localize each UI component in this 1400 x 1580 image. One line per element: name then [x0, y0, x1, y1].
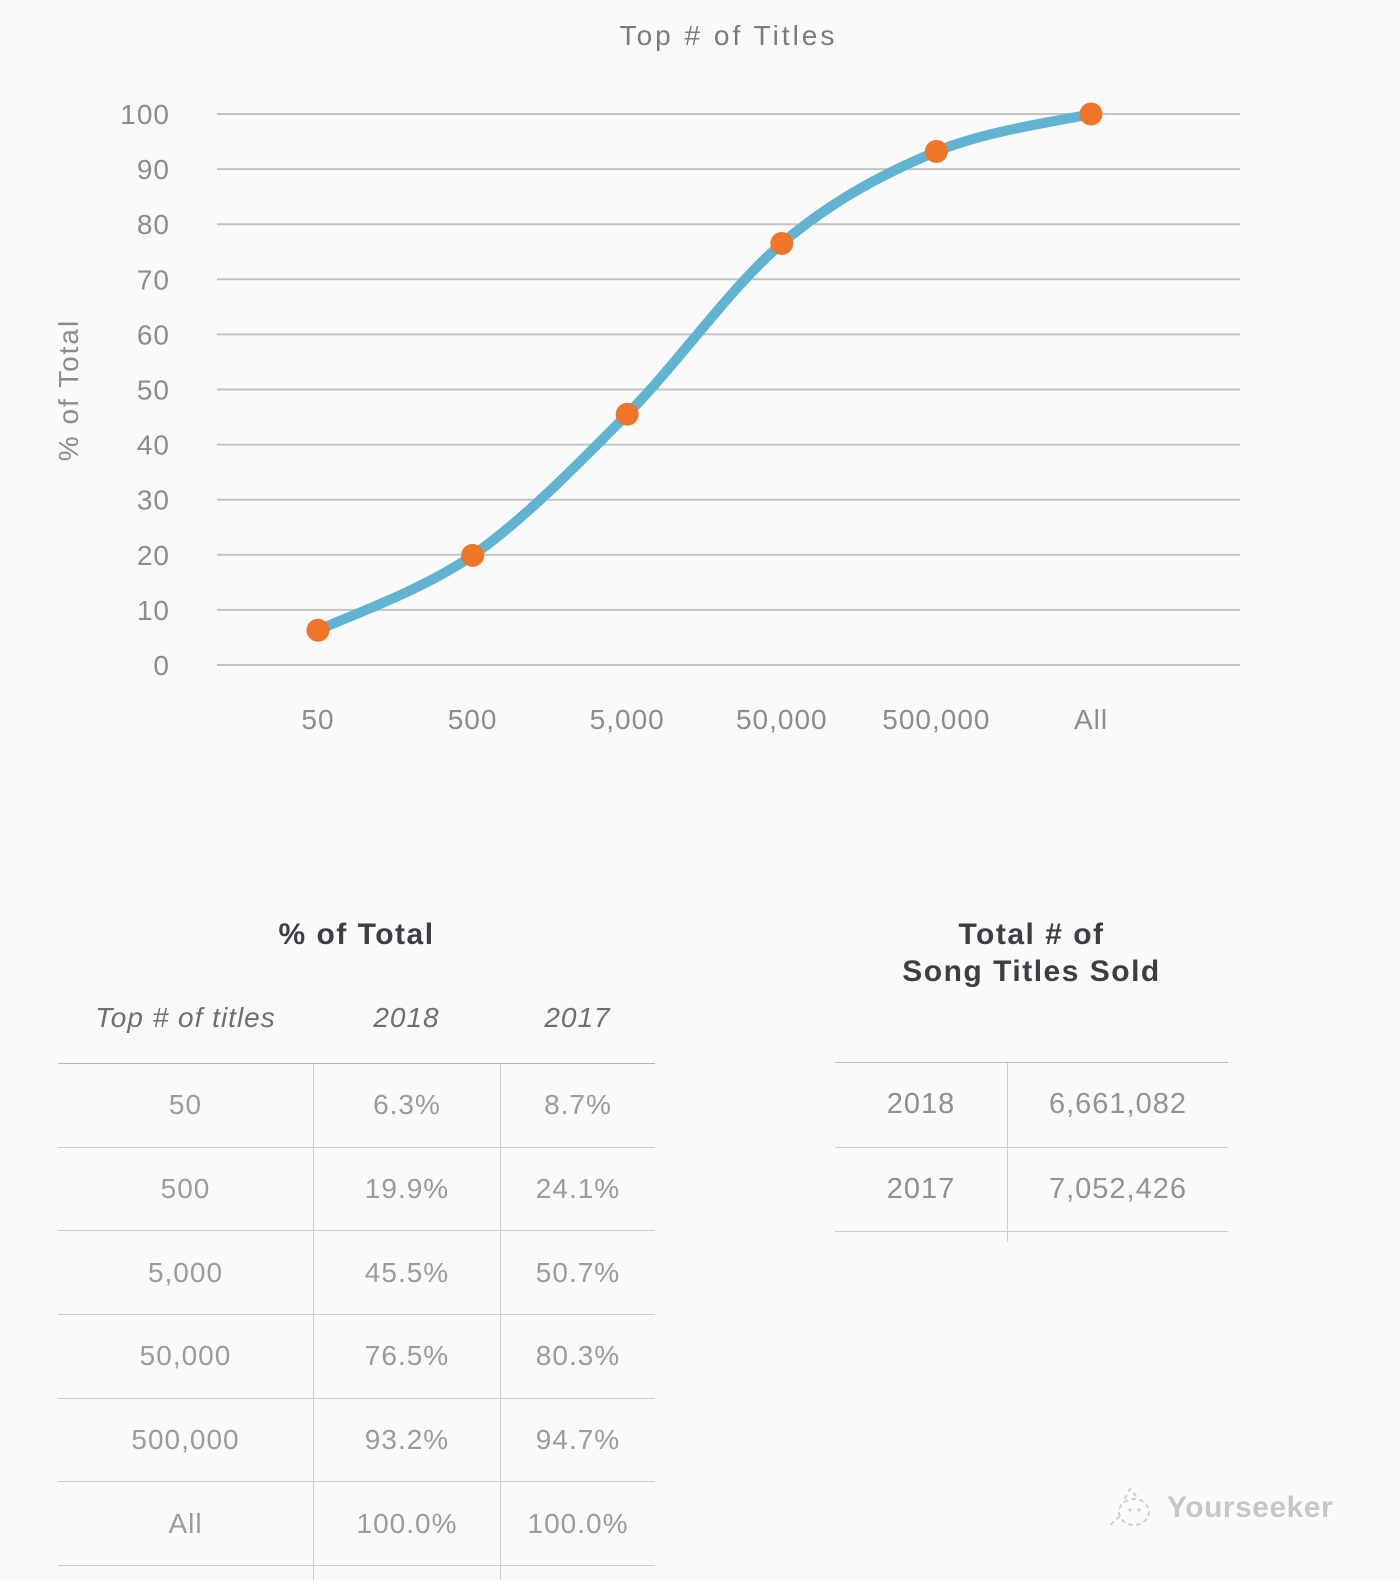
table-divider-extension — [1007, 1229, 1008, 1242]
y-tick-label: 70 — [137, 264, 170, 295]
table-cell: 93.2% — [313, 1398, 500, 1482]
pct-of-total-table: 50 6.3% 8.7% 500 19.9% 24.1% 5,000 45.5% 50.7% 50… — [58, 1063, 655, 1567]
y-tick-label: 30 — [137, 485, 170, 516]
table-cell: 5,000 — [147, 1256, 224, 1288]
col-header-top-titles: Top # of titles — [95, 1002, 276, 1033]
table-cell: 50,000 — [139, 1340, 232, 1372]
data-point — [461, 543, 485, 567]
table-cell: 24.1% — [500, 1147, 655, 1231]
table-cell: 19.9% — [313, 1147, 500, 1231]
line-chart: 0 10 20 30 40 50 60 70 80 90 100 50 500 5,000 50,000 50… — [53, 99, 1240, 735]
yourseeker-sketch-logo-icon — [1110, 1487, 1150, 1526]
y-tick-label: 90 — [137, 154, 170, 185]
table-cell: 500,000 — [131, 1424, 240, 1456]
table-cell: 50 — [168, 1089, 203, 1121]
x-tick-label: 50,000 — [736, 704, 828, 735]
song-titles-sold-title: Total # of Song Titles Sold — [835, 916, 1228, 990]
song-titles-sold-title-line1: Total # of — [958, 918, 1105, 951]
pct-table-column-headers: Top # of titles 2018 2017 — [58, 1000, 655, 1036]
y-tick-label: 80 — [137, 209, 170, 240]
table-cell: 100.0% — [500, 1482, 655, 1566]
x-tick-label: 500 — [448, 704, 498, 735]
x-tick-label: 500,000 — [882, 704, 990, 735]
table-divider-extension — [500, 1560, 501, 1580]
data-point — [770, 231, 794, 255]
x-tick-label: All — [1074, 704, 1108, 735]
data-point — [1079, 102, 1103, 126]
table-cell: 2018 — [886, 1088, 956, 1121]
table-cell: 8.7% — [500, 1064, 655, 1147]
y-tick-label: 50 — [137, 375, 170, 406]
y-tick-label: 10 — [137, 595, 170, 626]
table-cell: 45.5% — [313, 1231, 500, 1315]
data-point — [615, 402, 639, 426]
table-row: 500 19.9% 24.1% — [58, 1147, 655, 1232]
table-row: 50 6.3% 8.7% — [58, 1064, 655, 1148]
pct-table-title: % of Total — [278, 918, 435, 951]
table-cell: 7,052,426 — [1007, 1147, 1228, 1231]
y-tick-label: 100 — [120, 99, 170, 130]
table-cell: All — [168, 1507, 203, 1539]
table-divider-extension — [313, 1560, 314, 1580]
data-point — [924, 139, 948, 163]
table-row: 2018 6,661,082 — [835, 1063, 1228, 1148]
data-point — [306, 618, 330, 642]
y-tick-label: 60 — [137, 319, 170, 350]
y-tick-label: 0 — [153, 650, 170, 681]
x-tick-label: 50 — [301, 704, 334, 735]
table-row: 50,000 76.5% 80.3% — [58, 1315, 655, 1399]
y-axis-label: % of Total — [53, 319, 84, 461]
chart-title: Top # of Titles — [619, 20, 838, 51]
watermark: Yourseeker — [1105, 1484, 1333, 1532]
table-row: 500,000 93.2% 94.7% — [58, 1398, 655, 1483]
table-cell: 80.3% — [500, 1315, 655, 1398]
table-cell: 100.0% — [313, 1482, 500, 1566]
song-titles-sold-title-line2: Song Titles Sold — [902, 955, 1161, 988]
series-line-2018 — [313, 109, 1096, 636]
y-tick-label: 40 — [137, 430, 170, 461]
table-row: 5,000 45.5% 50.7% — [58, 1231, 655, 1316]
x-tick-label: 5,000 — [590, 704, 665, 735]
watermark-label: Yourseeker — [1167, 1491, 1334, 1524]
table-cell: 6.3% — [313, 1064, 500, 1147]
table-row: All 100.0% 100.0% — [58, 1482, 655, 1567]
table-cell: 2017 — [886, 1172, 956, 1205]
col-header-2017: 2017 — [544, 1002, 611, 1033]
table-cell: 500 — [160, 1173, 211, 1205]
y-tick-label: 20 — [137, 540, 170, 571]
table-cell: 6,661,082 — [1007, 1063, 1228, 1147]
table-cell: 50.7% — [500, 1231, 655, 1315]
table-row: 2017 7,052,426 — [835, 1147, 1228, 1232]
table-cell: 94.7% — [500, 1398, 655, 1482]
table-cell: 76.5% — [313, 1315, 500, 1398]
col-header-2018: 2018 — [373, 1002, 440, 1033]
song-titles-sold-table: 2018 6,661,082 2017 7,052,426 — [835, 1062, 1228, 1232]
